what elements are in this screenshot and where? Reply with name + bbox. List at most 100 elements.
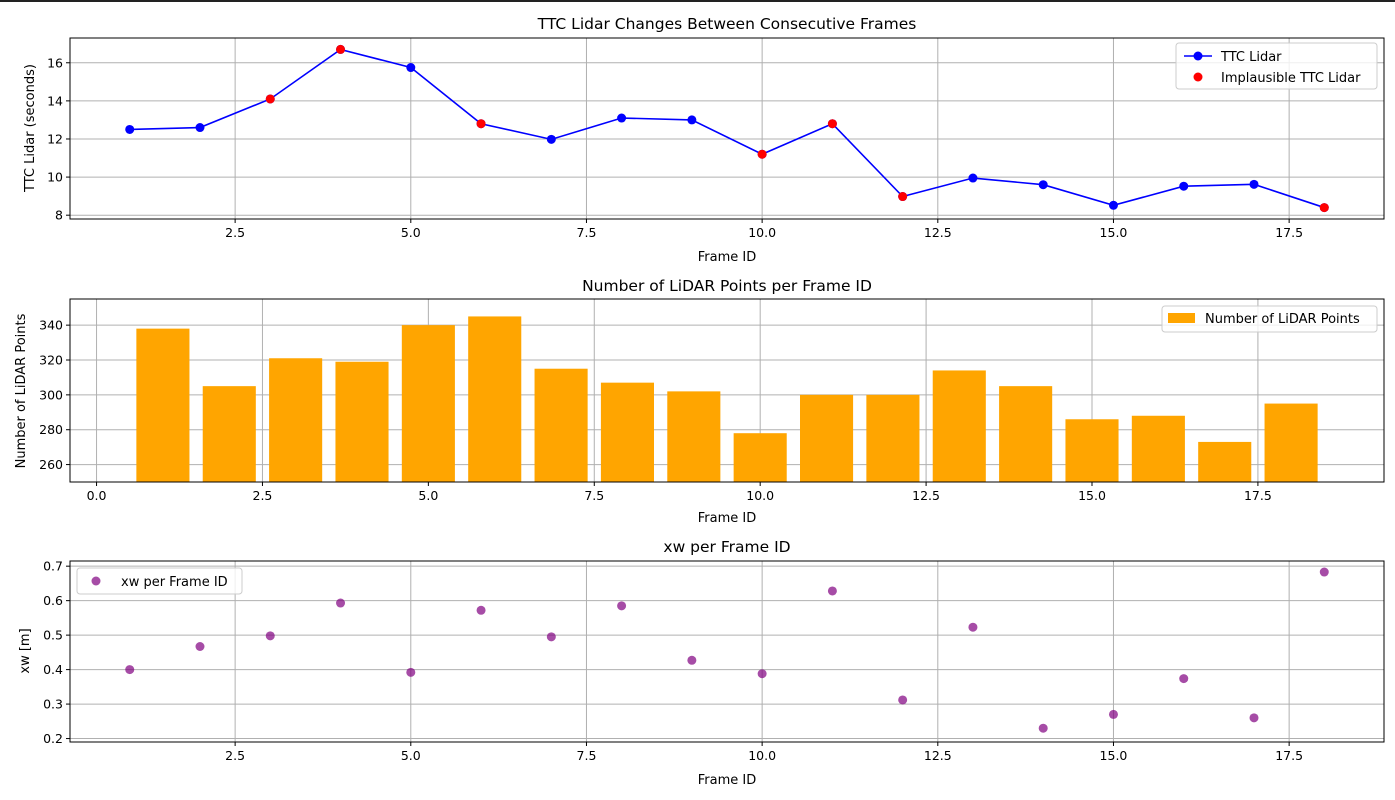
bar: [1065, 419, 1119, 482]
y-tick-label: 340: [39, 318, 63, 333]
ttc-lidar-point: [617, 113, 627, 123]
x-tick-label: 12.5: [912, 488, 940, 503]
x-tick-label: 15.0: [1100, 748, 1128, 763]
x-axis-label: Frame ID: [698, 773, 756, 788]
xw-point: [125, 665, 135, 675]
legend-line-marker: [1193, 51, 1203, 61]
xw-point: [617, 601, 627, 611]
x-tick-label: 17.5: [1244, 488, 1272, 503]
bar: [1264, 403, 1318, 482]
x-tick-label: 12.5: [924, 748, 952, 763]
ttc-lidar-point: [1108, 200, 1118, 210]
xw-point: [406, 667, 416, 677]
bar: [999, 386, 1053, 482]
series-line-ttc-lidar: [129, 48, 1325, 209]
y-tick-label: 8: [55, 208, 63, 223]
x-tick-label: 7.5: [577, 748, 597, 763]
y-tick-label: 260: [39, 457, 63, 472]
xw-point: [1179, 674, 1189, 684]
ttc-lidar-point: [968, 173, 978, 183]
bar: [335, 361, 389, 482]
xw-point: [968, 622, 978, 632]
y-tick-label: 0.3: [43, 697, 63, 712]
bar: [136, 328, 190, 482]
bar: [866, 394, 920, 482]
bar: [401, 325, 455, 482]
legend-label-implausible: Implausible TTC Lidar: [1221, 71, 1361, 86]
x-tick-label: 15.0: [1100, 225, 1128, 240]
y-tick-label: 0.5: [43, 628, 63, 643]
chart-title: TTC Lidar Changes Between Consecutive Fr…: [537, 15, 917, 33]
xw-point: [827, 586, 837, 596]
y-tick-label: 0.7: [43, 559, 63, 574]
x-tick-label: 10.0: [748, 748, 776, 763]
xw-point: [195, 642, 205, 652]
chart-title: xw per Frame ID: [663, 538, 790, 556]
y-tick-label: 10: [47, 170, 63, 185]
xw-point: [1249, 713, 1259, 723]
bar: [202, 386, 256, 482]
y-tick-label: 300: [39, 387, 63, 402]
ttc-lidar-point: [125, 124, 135, 134]
bar: [1198, 441, 1252, 482]
x-axis-label: Frame ID: [698, 511, 756, 526]
ttc-lidar-point: [546, 134, 556, 144]
implausible-point: [1319, 203, 1329, 213]
plot-area: [69, 298, 1385, 483]
legend-scatter-marker: [91, 576, 101, 586]
xw-point: [546, 632, 556, 642]
x-tick-label: 5.0: [401, 225, 421, 240]
legend-box: [1175, 42, 1378, 90]
chart-ttc-lidar: TTC Lidar Changes Between Consecutive Fr…: [23, 15, 1385, 265]
legend: Number of LiDAR Points: [1161, 305, 1378, 333]
implausible-point: [265, 94, 275, 104]
xw-point: [687, 655, 697, 665]
implausible-point: [827, 119, 837, 129]
y-tick-label: 16: [47, 55, 63, 70]
ttc-lidar-point: [1038, 180, 1048, 190]
y-tick-label: 14: [47, 93, 63, 108]
bar: [269, 358, 323, 482]
xw-point: [476, 605, 486, 615]
legend: TTC Lidar Implausible TTC Lidar: [1175, 42, 1378, 90]
bar: [667, 391, 721, 482]
x-tick-label: 10.0: [746, 488, 774, 503]
bar: [534, 368, 588, 482]
y-axis-label: TTC Lidar (seconds): [23, 64, 38, 193]
implausible-point: [898, 192, 908, 202]
ttc-lidar-point: [687, 115, 697, 125]
bar: [1131, 415, 1185, 482]
chart-lidar-points: Number of LiDAR Points per Frame ID Fram…: [14, 277, 1385, 526]
y-axis-label: xw [m]: [18, 628, 33, 673]
implausible-point: [757, 149, 767, 159]
x-tick-label: 0.0: [87, 488, 107, 503]
x-tick-label: 10.0: [748, 225, 776, 240]
legend-label-lidar-points: Number of LiDAR Points: [1205, 312, 1360, 327]
xw-point: [898, 695, 908, 705]
bar: [733, 433, 787, 482]
chart-title: Number of LiDAR Points per Frame ID: [582, 277, 872, 295]
bar: [468, 316, 522, 482]
x-tick-label: 17.5: [1275, 748, 1303, 763]
chart-xw: xw per Frame ID Frame ID xw [m] 2.5 5.0 7.…: [18, 538, 1385, 788]
y-tick-label: 0.4: [43, 662, 63, 677]
xw-point: [757, 669, 767, 679]
y-tick-label: 0.2: [43, 731, 63, 746]
x-tick-label: 5.0: [418, 488, 438, 503]
legend: xw per Frame ID: [76, 567, 243, 595]
xw-point: [1108, 709, 1118, 719]
x-axis-label: Frame ID: [698, 250, 756, 265]
xw-point: [1038, 723, 1048, 733]
x-tick-label: 2.5: [253, 488, 273, 503]
x-tick-label: 2.5: [225, 225, 245, 240]
ttc-lidar-point: [406, 63, 416, 73]
y-tick-label: 12: [47, 131, 63, 146]
bar: [800, 394, 854, 482]
x-tick-label: 5.0: [401, 748, 421, 763]
xw-point: [1319, 567, 1329, 577]
legend-box: [76, 567, 243, 595]
implausible-point: [476, 119, 486, 129]
y-axis-label: Number of LiDAR Points: [14, 313, 29, 468]
bar: [932, 370, 986, 482]
